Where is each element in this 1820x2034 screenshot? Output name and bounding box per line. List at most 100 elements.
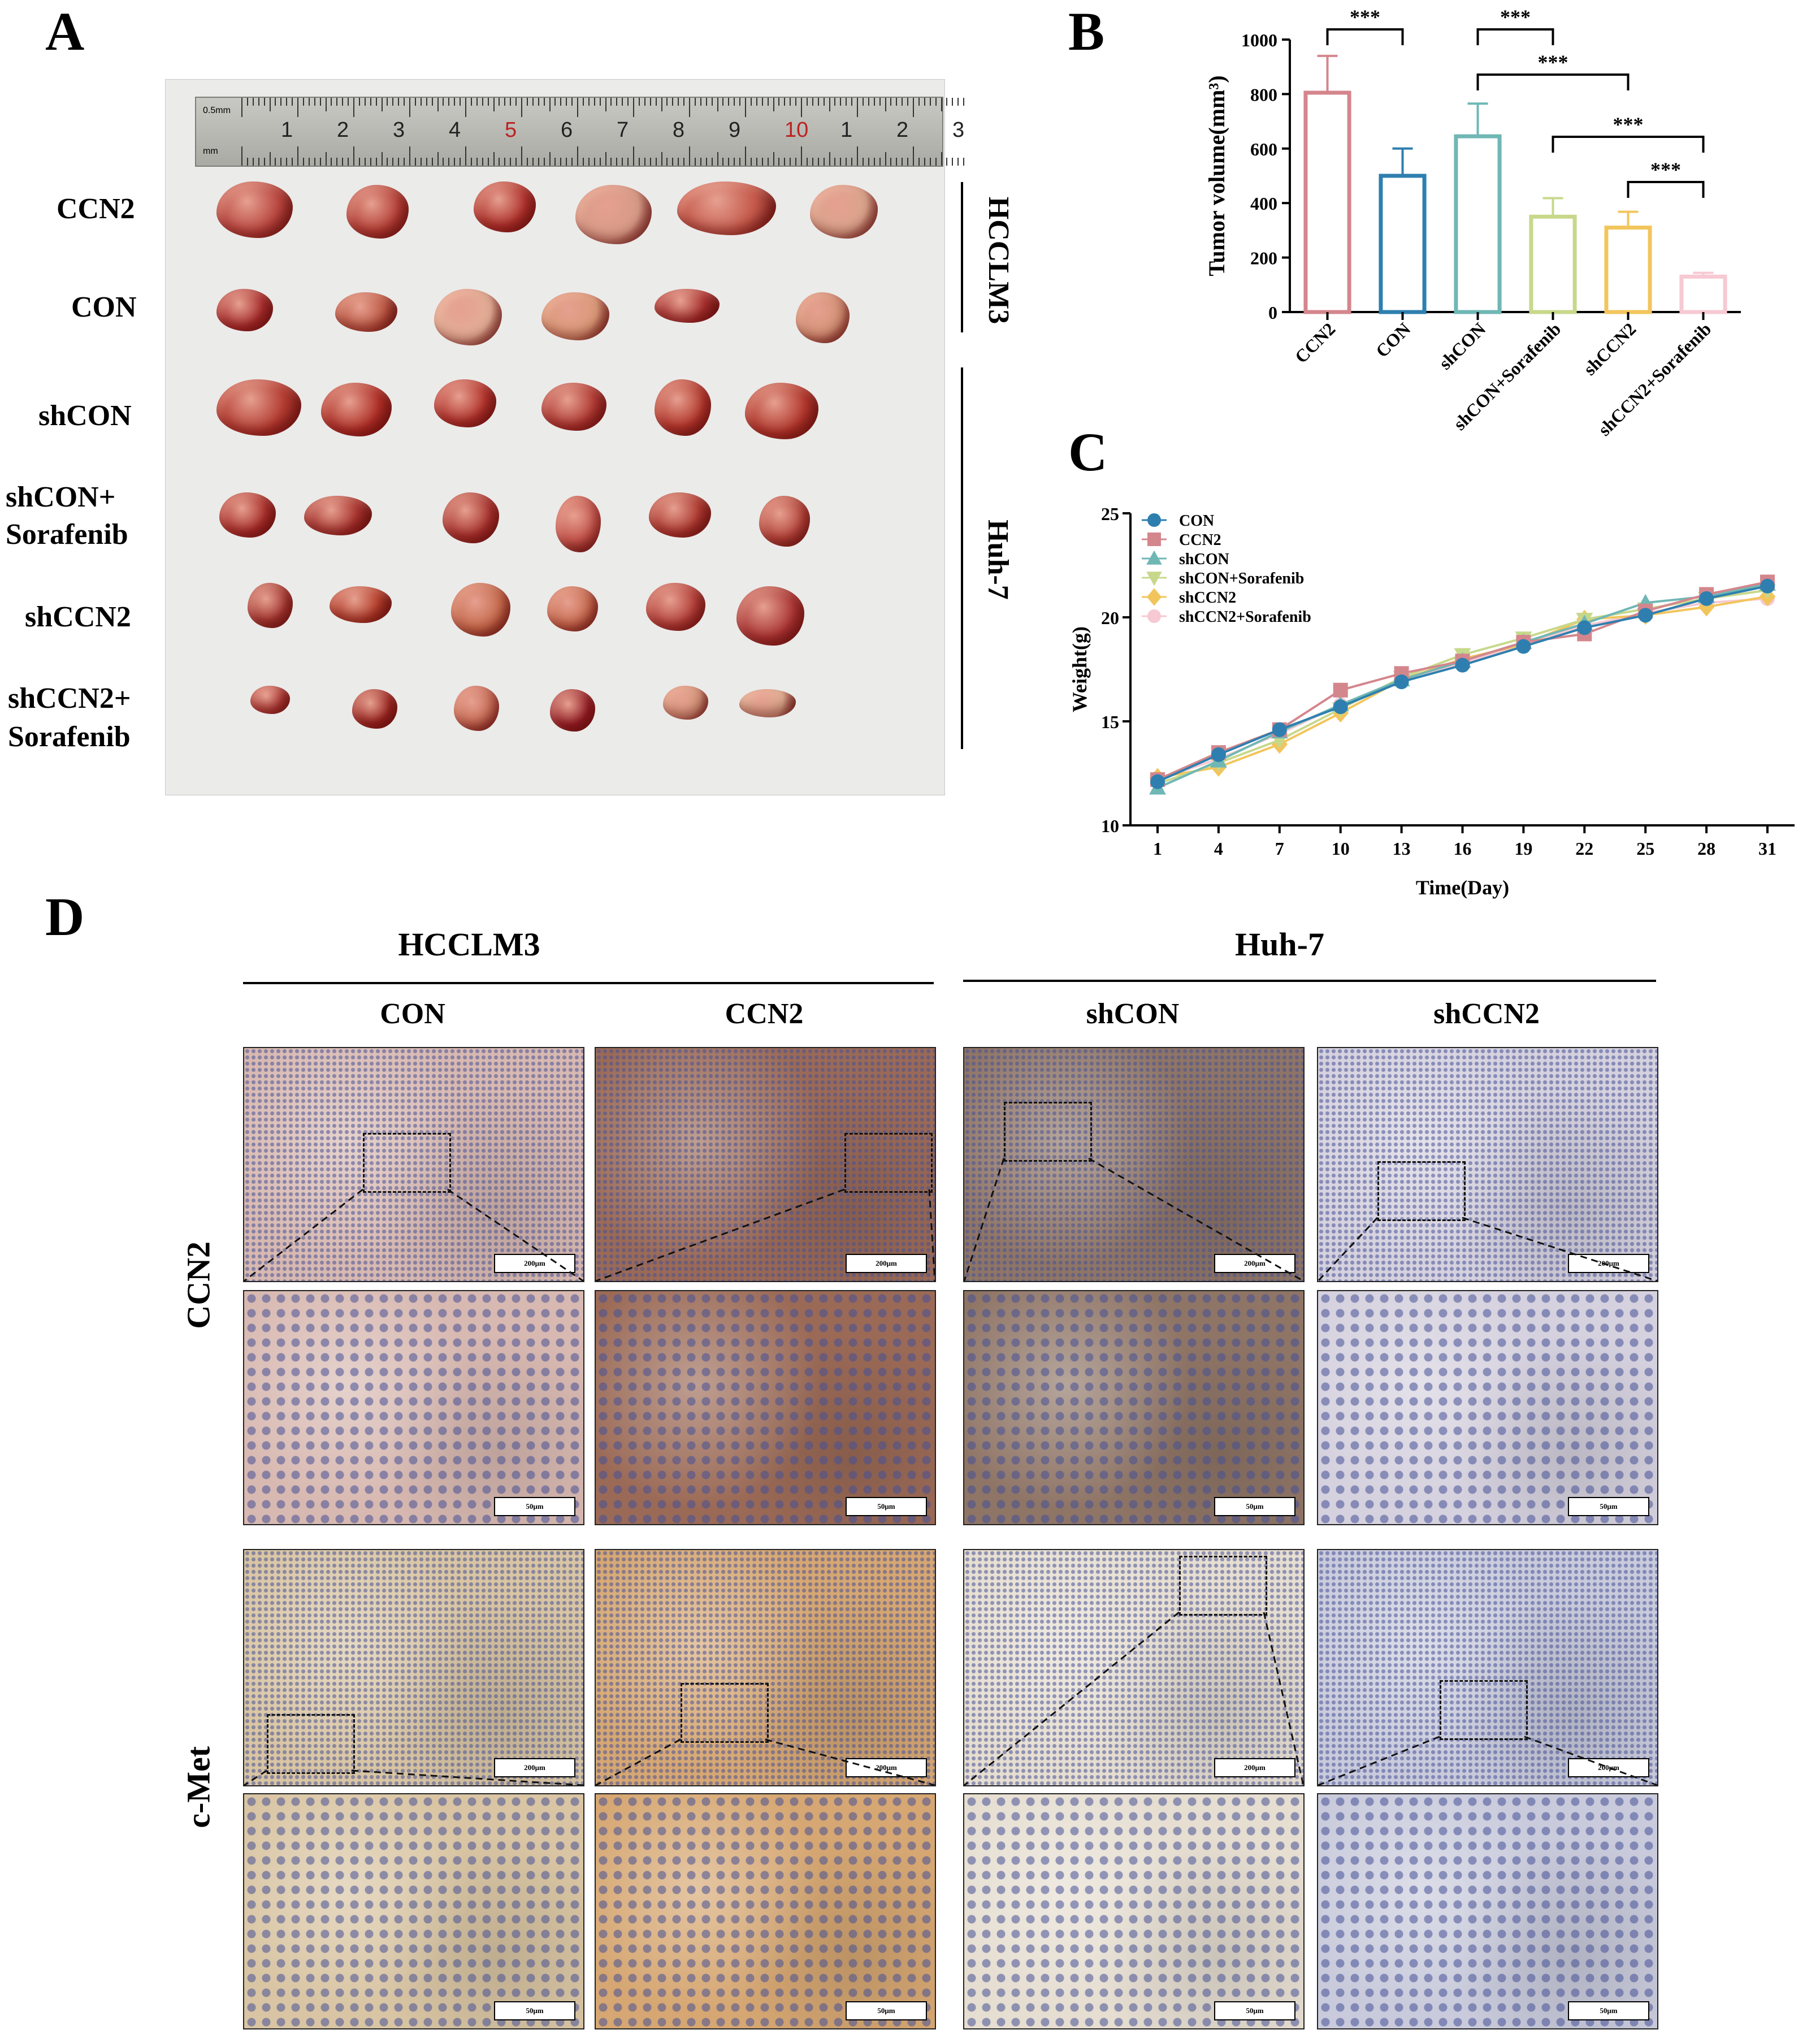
ruler-number: 7: [617, 118, 629, 142]
ruler-tick: [404, 98, 405, 106]
ruler-tick: [510, 158, 512, 166]
ruler-tick: [448, 158, 450, 166]
y-tick-label: 15: [1101, 712, 1119, 732]
ruler-tick: [499, 98, 500, 106]
micrograph-low-mag: 200μm: [1317, 1549, 1658, 1786]
ruler-tick: [879, 98, 881, 106]
ruler-tick: [823, 98, 825, 106]
micrograph-low-mag: 200μm: [595, 1047, 936, 1282]
ruler-tick: [588, 98, 590, 106]
ruler-tick: [319, 98, 321, 106]
ruler-tick: [358, 158, 360, 166]
x-tick-label: 1: [1153, 838, 1162, 859]
ruler-tick: [454, 158, 456, 166]
ruler-tick: [946, 98, 948, 106]
legend-label: shCON+Sorafenib: [1179, 570, 1304, 587]
ruler-tick: [398, 158, 400, 166]
ruler-tick: [885, 152, 886, 166]
panel-b-letter: B: [1068, 1, 1105, 62]
zoom-region-box: [1440, 1680, 1528, 1740]
data-point: [1516, 639, 1531, 654]
zoom-connector-line: [596, 1188, 845, 1281]
zoom-region-box: [1179, 1556, 1267, 1616]
zoom-connector: [596, 1738, 935, 1785]
ruler-tick: [398, 98, 400, 106]
ruler-tick: [348, 98, 349, 106]
ruler-tick: [560, 158, 562, 166]
ruler-tick: [655, 98, 657, 106]
ruler-tick: [487, 158, 489, 166]
row-label-shccn2: shCCN2: [25, 601, 131, 633]
ruler-tick: [616, 158, 618, 166]
zoom-connector: [244, 1769, 583, 1785]
ruler-tick: [297, 146, 298, 166]
ruler-tick: [387, 98, 388, 106]
ruler-number: 1: [840, 118, 853, 142]
ruler-tick: [258, 158, 259, 166]
ruler-tick: [817, 158, 819, 166]
ruler-tick: [840, 158, 842, 166]
scale-bar: 50μm: [1214, 2001, 1295, 2020]
huh7-divider: [963, 980, 1656, 982]
ruler-tick: [302, 98, 304, 106]
ruler-number: 1: [281, 118, 293, 142]
ruler-scale: 1 2 3 4 5 6 7 8 9 10 1 2 3: [196, 98, 964, 166]
tumor-specimen: [556, 496, 601, 552]
x-tick-label: shCON: [1435, 318, 1489, 373]
ruler-tick: [476, 98, 478, 106]
ruler-tick: [336, 158, 338, 166]
micrograph-high-mag: 50μm: [963, 1290, 1305, 1525]
data-point: [1577, 620, 1592, 635]
ruler-tick: [308, 98, 310, 106]
tumor-volume-chart: 0 200 400 600 800 1000 Tumor volume(mm³) CCN2 CO…: [1204, 6, 1741, 440]
scale-bar: 200μm: [494, 1758, 575, 1777]
data-point: [1638, 608, 1653, 623]
tumor-specimen: [474, 181, 536, 232]
ruler-tick: [622, 158, 623, 166]
ruler-tick: [252, 98, 254, 106]
ruler-tick: [510, 98, 512, 106]
ruler-tick: [252, 158, 254, 166]
ruler-tick: [812, 98, 813, 106]
data-point: [1333, 699, 1348, 715]
ruler-tick: [705, 98, 707, 106]
micrograph-low-mag: 200μm: [595, 1549, 936, 1786]
ruler-tick: [851, 158, 853, 166]
ruler-tick: [582, 158, 584, 166]
ruler-tick: [649, 158, 651, 166]
scale-bar: 50μm: [846, 2001, 927, 2020]
micrograph-low-mag: 200μm: [963, 1047, 1305, 1282]
micrograph-high-mag: 50μm: [1317, 1793, 1658, 2029]
ruler-tick: [275, 98, 276, 106]
ruler-tick: [941, 152, 942, 166]
ruler-tick: [532, 158, 534, 166]
zoom-region-box: [267, 1714, 355, 1774]
ruler-tick: [409, 98, 410, 117]
column-label-ccn2: CCN2: [725, 998, 804, 1030]
ruler-tick: [963, 98, 965, 106]
ruler-tick: [767, 98, 769, 106]
tumor-specimen: [810, 185, 878, 239]
zoom-connector: [596, 1188, 935, 1281]
ruler-tick: [331, 98, 332, 106]
ruler-tick: [705, 158, 707, 166]
ruler-tick: [246, 158, 248, 166]
ruler-tick: [795, 98, 797, 106]
significance-bracket: [1627, 181, 1705, 198]
ruler-tick: [605, 152, 606, 166]
ruler-tick: [404, 158, 405, 166]
legend-label: CCN2: [1179, 531, 1221, 549]
ruler-tick: [308, 158, 310, 166]
ruler-tick: [756, 98, 757, 106]
scale-bar: 50μm: [1568, 2001, 1649, 2020]
ruler-tick: [750, 98, 752, 106]
micrograph-low-mag: 200μm: [243, 1047, 584, 1282]
ruler-tick: [678, 158, 679, 166]
significance-label: ***: [1538, 51, 1568, 73]
ruler-tick: [443, 158, 444, 166]
ruler-tick: [414, 158, 416, 166]
y-tick-label: 0: [1268, 302, 1277, 323]
ruler-tick: [907, 158, 909, 166]
ruler-tick: [840, 98, 842, 106]
data-point: [1333, 682, 1348, 698]
